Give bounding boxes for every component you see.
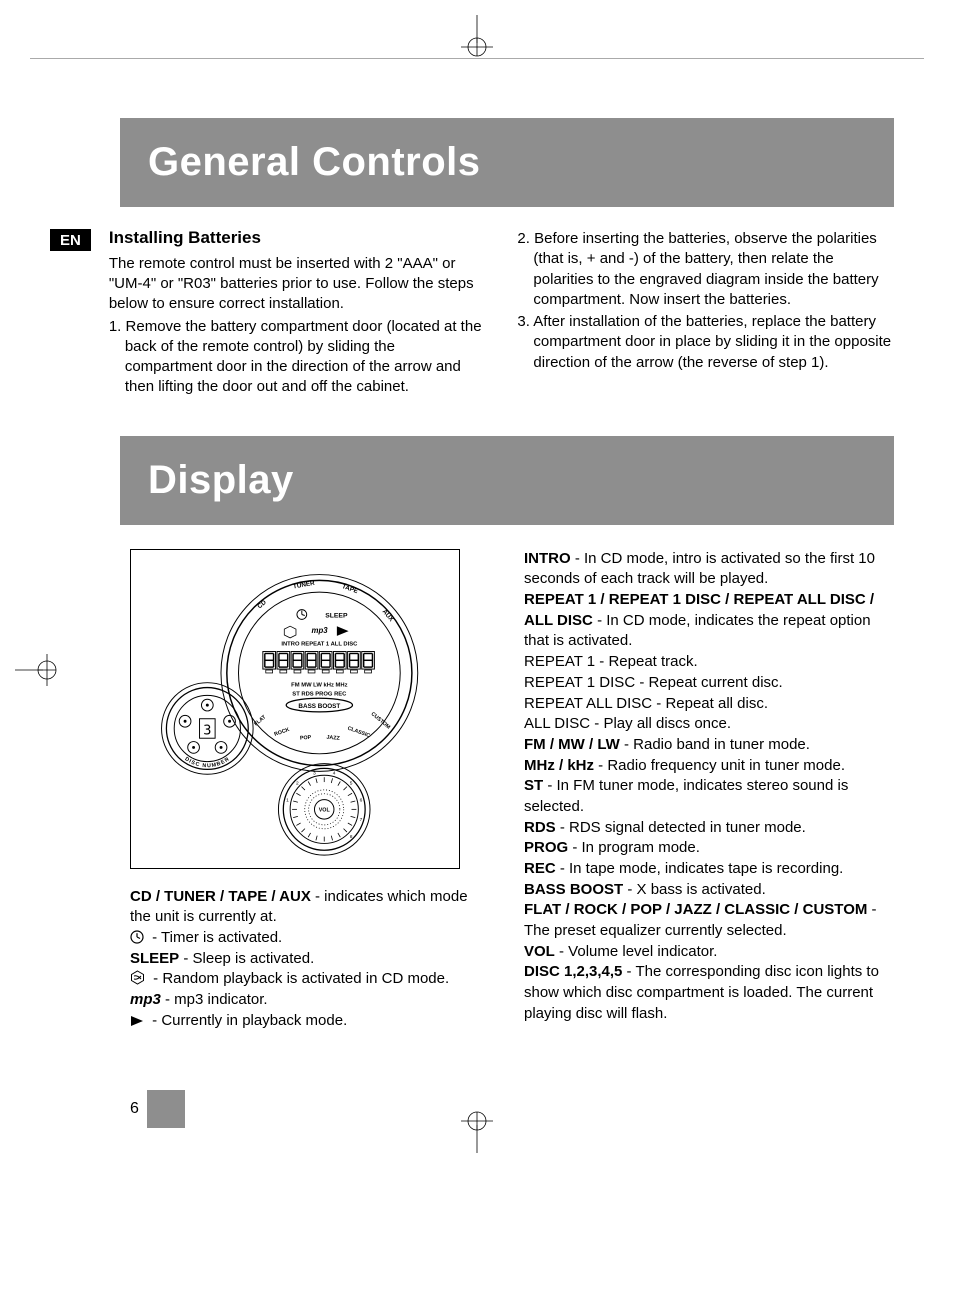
display-right-item: MHz / kHz - Radio frequency unit in tune… (524, 756, 886, 777)
svg-text:FLAT: FLAT (253, 714, 268, 728)
display-right-item: REPEAT 1 - Repeat track. (524, 652, 886, 673)
general-controls-right-column: 2. Before inserting the batteries, obser… (517, 227, 894, 400)
general-controls-left-column: Installing Batteries The remote control … (109, 227, 486, 400)
svg-text:1: 1 (286, 797, 289, 803)
display-right-item: ALL DISC - Play all discs once. (524, 714, 886, 735)
hairline-top (30, 58, 924, 59)
svg-text:SLEEP: SLEEP (325, 612, 348, 619)
crop-mark-top-icon (447, 15, 507, 59)
page-footer: 6 (130, 1090, 894, 1128)
svg-text:INTRO REPEAT 1 ALL DISC: INTRO REPEAT 1 ALL DISC (281, 641, 358, 647)
display-right-item: DISC 1,2,3,4,5 - The corresponding disc … (524, 962, 886, 1024)
display-right-item: BASS BOOST - X bass is activated. (524, 880, 886, 901)
svg-text:AUX: AUX (381, 608, 395, 623)
svg-text:BASS BOOST: BASS BOOST (298, 703, 340, 710)
svg-text:JAZZ: JAZZ (326, 734, 341, 741)
svg-text:FM MW LW kHz MHz: FM MW LW kHz MHz (291, 682, 347, 688)
svg-text:5: 5 (350, 780, 353, 786)
general-controls-title: General Controls (148, 140, 866, 185)
shuffle-icon (130, 970, 145, 985)
svg-text:2: 2 (296, 780, 299, 786)
display-left-item: SLEEP - Sleep is activated. (130, 949, 492, 970)
display-left-column: CD TUNER TAPE AUX SLEEP mp3 INTRO REPEAT 1 ALL… (130, 549, 492, 1032)
display-diagram: CD TUNER TAPE AUX SLEEP mp3 INTRO REPEAT 1 ALL… (130, 549, 460, 869)
display-left-item: mp3 - mp3 indicator. (130, 990, 492, 1011)
battery-step-2: 2. Before inserting the batteries, obser… (517, 229, 894, 310)
svg-text:CD: CD (256, 598, 268, 610)
display-right-item: RDS - RDS signal detected in tuner mode. (524, 818, 886, 839)
display-right-item: FLAT / ROCK / POP / JAZZ / CLASSIC / CUS… (524, 900, 886, 941)
page-number: 6 (130, 1100, 139, 1118)
svg-text:8: 8 (350, 834, 353, 840)
svg-text:VOL: VOL (319, 807, 331, 813)
display-left-item: - Timer is activated. (130, 928, 492, 949)
svg-text:6: 6 (360, 797, 363, 803)
svg-text:CLASSIC: CLASSIC (347, 725, 371, 739)
svg-text:CUSTOM: CUSTOM (370, 711, 392, 731)
language-badge: EN (50, 229, 91, 251)
display-right-item: FM / MW / LW - Radio band in tuner mode. (524, 735, 886, 756)
battery-step-3: 3. After installation of the batteries, … (517, 312, 894, 373)
svg-text:ST RDS PROG REC: ST RDS PROG REC (292, 691, 347, 697)
battery-intro-text: The remote control must be inserted with… (109, 254, 486, 315)
display-left-item: - Currently in playback mode. (130, 1011, 492, 1032)
display-right-item: ST - In FM tuner mode, indicates stereo … (524, 776, 886, 817)
svg-text:3: 3 (203, 722, 211, 738)
display-right-item: REPEAT 1 / REPEAT 1 DISC / REPEAT ALL DI… (524, 590, 886, 652)
display-right-item: REPEAT 1 DISC - Repeat current disc. (524, 673, 886, 694)
display-right-item: REPEAT ALL DISC - Repeat all disc. (524, 694, 886, 715)
svg-text:3: 3 (313, 770, 316, 776)
display-right-item: VOL - Volume level indicator. (524, 942, 886, 963)
display-left-item: - Random playback is activated in CD mod… (130, 969, 492, 990)
svg-text:DISC NUMBER: DISC NUMBER (183, 756, 231, 769)
play-icon (130, 1015, 144, 1027)
display-header: Display (120, 436, 894, 525)
display-right-item: PROG - In program mode. (524, 838, 886, 859)
svg-text:TAPE: TAPE (341, 583, 359, 595)
display-right-item: INTRO - In CD mode, intro is activated s… (524, 549, 886, 590)
display-left-item: CD / TUNER / TAPE / AUX - indicates whic… (130, 887, 492, 928)
svg-text:POP: POP (300, 734, 312, 741)
crop-mark-bottom-icon (447, 1109, 507, 1153)
installing-batteries-subhead: Installing Batteries (109, 227, 486, 250)
svg-text:mp3: mp3 (312, 626, 329, 635)
display-right-item: REC - In tape mode, indicates tape is re… (524, 859, 886, 880)
page-block-icon (147, 1090, 185, 1128)
display-right-column: INTRO - In CD mode, intro is activated s… (524, 549, 894, 1032)
display-title: Display (148, 458, 866, 503)
crop-mark-left-icon (15, 640, 59, 700)
svg-text:ROCK: ROCK (274, 727, 291, 738)
general-controls-header: General Controls (120, 118, 894, 207)
battery-step-1: 1. Remove the battery compartment door (… (109, 317, 486, 398)
svg-text:7: 7 (360, 817, 363, 823)
svg-text:4: 4 (333, 770, 336, 776)
clock-icon (130, 930, 144, 944)
svg-text:TUNER: TUNER (293, 579, 316, 590)
